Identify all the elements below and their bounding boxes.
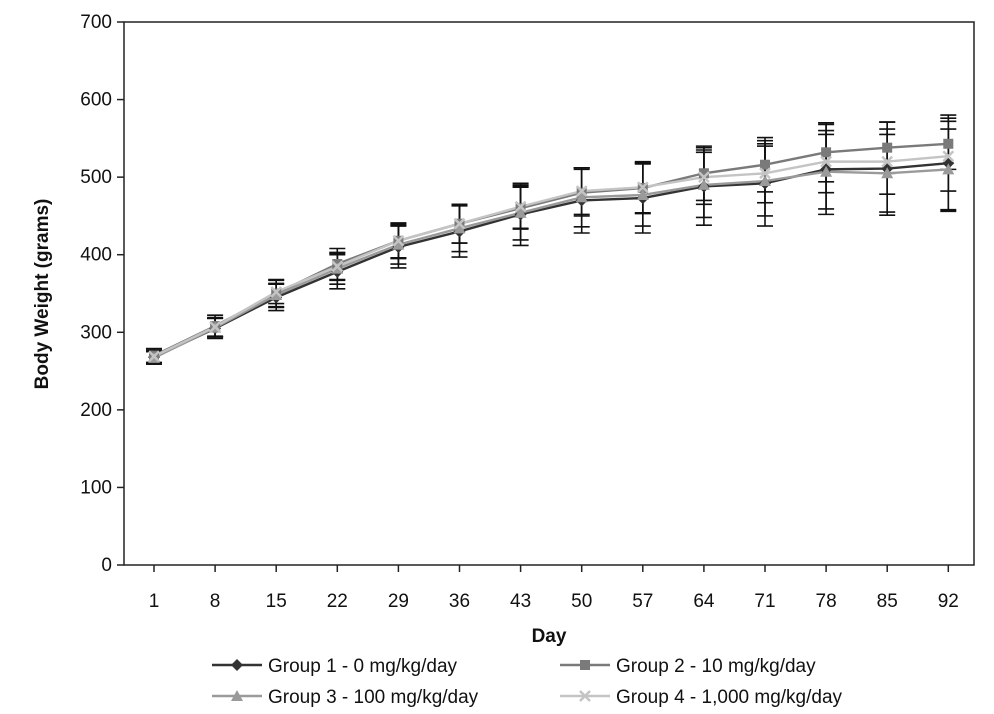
series-4-point-29-stroke-b: [392, 234, 405, 247]
series-4-point-78-stroke-b: [820, 155, 832, 168]
y-tick-label-300: 300: [80, 322, 112, 343]
series-4-point-78: [820, 155, 832, 168]
series-3-point-50: [575, 191, 588, 203]
legend-marker-4-stroke-b: [579, 690, 591, 702]
x-tick-label-8: 8: [210, 591, 221, 612]
series-4-point-64: [698, 171, 710, 184]
x-tick-label-36: 36: [449, 591, 470, 612]
x-tick-label-57: 57: [632, 591, 653, 612]
series-4-line: [153, 155, 949, 358]
legend-item-2: Group 2 - 10 mg/kg/day: [560, 656, 816, 677]
legend-label-3: Group 3 - 100 mg/kg/day: [268, 687, 479, 708]
series-3-point-71: [759, 175, 771, 187]
y-axis-title: Body Weight (grams): [32, 199, 53, 390]
series-3-point-15: [270, 289, 283, 301]
series-4-point-64-stroke-b: [698, 171, 710, 184]
series-4-point-71: [759, 167, 771, 180]
legend-label-4: Group 4 - 1,000 mg/kg/day: [616, 687, 843, 708]
x-tick-label-64: 64: [693, 591, 715, 612]
x-axis: 1 8 15 22 29 36 43 50 57 64 71 78 85 92: [149, 565, 959, 612]
y-tick-label-200: 200: [80, 400, 112, 421]
series-4-point-85-stroke-b: [881, 155, 894, 168]
series-2-point-92: [943, 138, 954, 149]
legend-marker-1: [231, 659, 243, 671]
x-tick-label-85: 85: [877, 591, 898, 612]
series-4-point-50-stroke-b: [575, 185, 588, 197]
legend-label-1: Group 1 - 0 mg/kg/day: [268, 656, 458, 677]
legend-item-3: Group 3 - 100 mg/kg/day: [212, 687, 479, 708]
series-4-point-1-stroke-b: [148, 350, 160, 363]
series-3-point-78: [820, 165, 833, 177]
x-axis-title: Day: [532, 626, 567, 647]
series-3-point-92: [942, 163, 955, 175]
series-4-point-29: [392, 234, 405, 247]
legend: Group 1 - 0 mg/kg/day Group 2 - 10 mg/kg/…: [212, 656, 843, 708]
series-4-point-57: [636, 181, 649, 194]
x-tick-label-22: 22: [327, 591, 348, 612]
x-tick-label-71: 71: [754, 591, 775, 612]
series-4-point-43-stroke-b: [514, 200, 527, 213]
series-3-point-57: [636, 188, 649, 200]
series-4-point-85: [881, 155, 894, 168]
series-2-point-71: [760, 159, 770, 170]
series-4-point-92: [942, 150, 955, 163]
y-tick-label-0: 0: [101, 555, 112, 576]
series-markers: [148, 138, 955, 364]
series-3-point-36: [453, 222, 466, 234]
series-3-point-85: [881, 167, 894, 179]
x-tick-label-92: 92: [938, 591, 959, 612]
series-4-point-71-stroke-b: [759, 167, 771, 180]
series-4-point-57-stroke-b: [636, 181, 649, 194]
x-tick-label-50: 50: [571, 591, 592, 612]
series-4-point-36-stroke-b: [453, 217, 466, 230]
y-tick-label-400: 400: [80, 245, 112, 266]
x-tick-label-1: 1: [149, 591, 160, 612]
x-tick-label-43: 43: [510, 591, 531, 612]
y-axis: 0 100 200 300 400 500 600 700: [80, 12, 124, 576]
series-4-point-92-stroke-b: [942, 150, 955, 163]
y-tick-label-500: 500: [80, 167, 112, 188]
x-tick-label-78: 78: [816, 591, 837, 612]
series-4-point-8-stroke-b: [209, 320, 221, 333]
series-4-point-1: [148, 350, 160, 363]
legend-marker-4: [579, 690, 591, 702]
x-tick-label-29: 29: [388, 591, 409, 612]
series-4-point-8: [209, 320, 221, 333]
series-3-line: [153, 168, 949, 359]
y-tick-label-100: 100: [80, 477, 112, 498]
y-tick-label-600: 600: [80, 90, 112, 111]
series-lines: [153, 142, 949, 359]
series-3-point-29: [392, 238, 405, 250]
series-4-point-50: [575, 185, 588, 197]
series-3-point-64: [697, 178, 710, 190]
legend-marker-3: [231, 690, 243, 701]
series-4-point-22-stroke-b: [331, 260, 344, 273]
series-3-point-43: [514, 206, 527, 218]
x-tick-label-15: 15: [266, 591, 287, 612]
series-2-point-64: [698, 168, 709, 179]
legend-label-2: Group 2 - 10 mg/kg/day: [616, 656, 816, 677]
series-4-point-22: [331, 260, 344, 273]
series-4-point-36: [453, 217, 466, 230]
legend-item-4: Group 4 - 1,000 mg/kg/day: [560, 687, 843, 708]
plot-area-frame: [123, 21, 975, 566]
series-4-point-15: [270, 286, 283, 298]
series-2-point-85: [882, 142, 893, 153]
series-4-point-15-stroke-b: [270, 286, 283, 298]
legend-item-1: Group 1 - 0 mg/kg/day: [212, 656, 458, 677]
legend-marker-2: [580, 660, 590, 670]
y-tick-label-700: 700: [80, 12, 112, 33]
series-4-point-43: [514, 200, 527, 213]
series-1-line: [153, 161, 949, 359]
series-2-point-78: [821, 147, 832, 158]
